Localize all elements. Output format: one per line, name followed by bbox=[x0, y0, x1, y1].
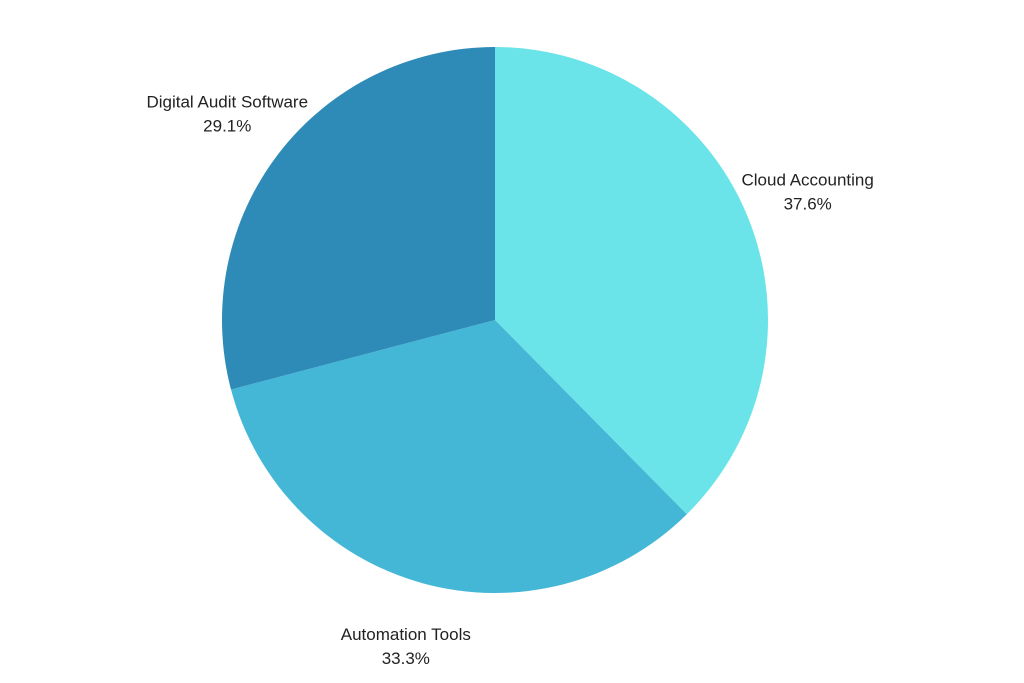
pie-slice-1 bbox=[231, 320, 687, 594]
slice-name-label: Cloud Accounting bbox=[742, 171, 874, 190]
slice-name-label: Digital Audit Software bbox=[146, 93, 308, 112]
pie-slices bbox=[222, 47, 768, 594]
slice-label-2: Digital Audit Software 29.1% bbox=[146, 93, 308, 136]
slice-label-0: Cloud Accounting 37.6% bbox=[742, 171, 874, 214]
slice-percent-label: 33.3% bbox=[382, 649, 430, 668]
slice-percent-label: 29.1% bbox=[203, 117, 251, 136]
slice-name-label: Automation Tools bbox=[341, 625, 471, 644]
pie-slice-0 bbox=[495, 47, 768, 515]
pie-labels: Cloud Accounting 37.6% Automation Tools 33.… bbox=[146, 93, 873, 668]
slice-label-1: Automation Tools 33.3% bbox=[341, 625, 471, 668]
slice-percent-label: 37.6% bbox=[784, 195, 832, 214]
pie-slice-2 bbox=[222, 47, 496, 390]
